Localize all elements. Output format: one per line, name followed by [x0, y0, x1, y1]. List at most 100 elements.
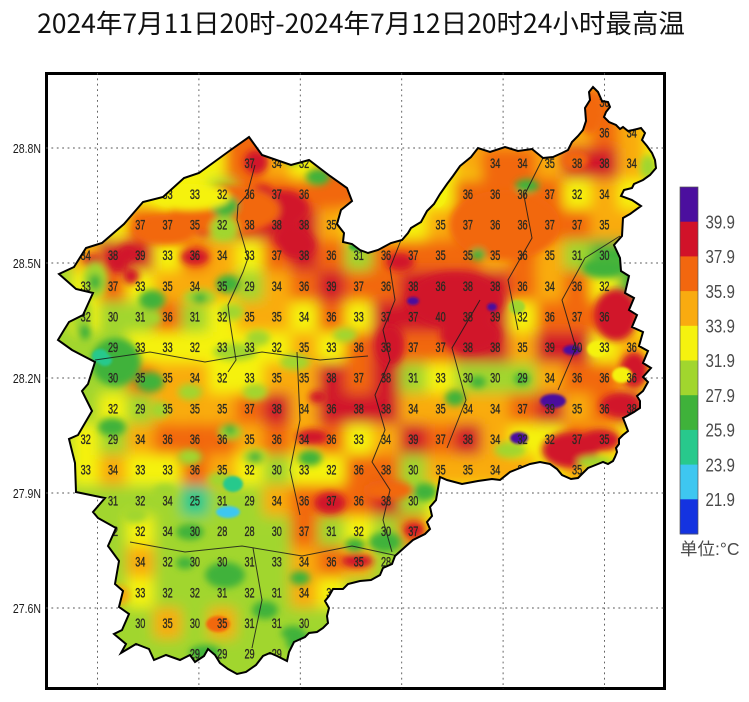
- svg-text:35: 35: [244, 311, 254, 325]
- svg-text:36: 36: [354, 495, 364, 509]
- svg-text:31: 31: [272, 617, 282, 631]
- svg-text:32: 32: [135, 525, 145, 539]
- svg-text:30: 30: [299, 617, 309, 631]
- svg-text:36: 36: [190, 250, 200, 264]
- svg-text:25: 25: [190, 495, 200, 509]
- svg-text:33: 33: [244, 372, 254, 386]
- svg-text:33: 33: [217, 342, 227, 356]
- svg-text:34: 34: [545, 280, 556, 294]
- svg-text:33: 33: [599, 342, 609, 356]
- svg-text:36: 36: [326, 311, 336, 325]
- svg-text:37: 37: [436, 342, 446, 356]
- svg-text:34: 34: [299, 556, 310, 570]
- svg-text:32: 32: [135, 495, 145, 509]
- svg-text:37: 37: [244, 158, 254, 172]
- svg-text:33: 33: [436, 372, 446, 386]
- svg-text:38: 38: [463, 311, 473, 325]
- svg-text:30: 30: [217, 556, 227, 570]
- svg-text:33: 33: [163, 464, 173, 478]
- svg-text:34: 34: [163, 495, 174, 509]
- svg-text:32: 32: [354, 525, 364, 539]
- svg-text:33: 33: [272, 556, 282, 570]
- svg-text:37: 37: [408, 342, 418, 356]
- svg-text:28.2N: 28.2N: [13, 371, 41, 386]
- svg-text:30: 30: [490, 372, 500, 386]
- svg-text:27.9N: 27.9N: [13, 486, 41, 501]
- svg-text:35: 35: [163, 280, 173, 294]
- svg-text:36: 36: [326, 556, 336, 570]
- svg-text:36: 36: [463, 188, 473, 202]
- svg-text:30: 30: [599, 250, 609, 264]
- svg-text:36: 36: [163, 434, 173, 448]
- svg-text:37.9: 37.9: [706, 247, 735, 268]
- svg-text:32: 32: [599, 280, 609, 294]
- svg-text:30: 30: [190, 525, 200, 539]
- svg-text:35: 35: [244, 434, 254, 448]
- svg-text:37: 37: [545, 188, 555, 202]
- svg-text:33: 33: [135, 280, 145, 294]
- svg-text:32: 32: [244, 587, 254, 601]
- svg-text:38: 38: [299, 219, 309, 233]
- svg-text:37: 37: [436, 434, 446, 448]
- svg-text:34: 34: [299, 403, 310, 417]
- svg-text:31: 31: [244, 617, 254, 631]
- svg-text:36: 36: [517, 219, 527, 233]
- svg-text:36: 36: [599, 127, 609, 141]
- svg-text:31: 31: [408, 372, 418, 386]
- svg-text:38: 38: [299, 250, 309, 264]
- svg-text:34: 34: [627, 127, 638, 141]
- svg-text:34: 34: [190, 280, 201, 294]
- svg-text:31: 31: [326, 525, 336, 539]
- svg-text:36: 36: [163, 311, 173, 325]
- svg-text:36: 36: [354, 342, 364, 356]
- svg-text:36: 36: [299, 280, 309, 294]
- svg-text:34: 34: [463, 403, 474, 417]
- svg-text:33: 33: [163, 250, 173, 264]
- svg-text:28: 28: [217, 525, 227, 539]
- svg-text:35: 35: [299, 342, 309, 356]
- svg-text:31: 31: [217, 587, 227, 601]
- svg-text:35: 35: [436, 403, 446, 417]
- svg-text:34: 34: [627, 158, 638, 172]
- svg-text:32: 32: [272, 342, 282, 356]
- svg-text:37: 37: [517, 403, 527, 417]
- svg-text:35: 35: [190, 219, 200, 233]
- svg-text:36: 36: [627, 342, 637, 356]
- svg-text:35: 35: [599, 219, 609, 233]
- svg-text:35: 35: [135, 372, 145, 386]
- svg-text:37: 37: [326, 495, 336, 509]
- svg-text:32: 32: [81, 311, 91, 325]
- svg-text:37: 37: [299, 525, 309, 539]
- svg-text:36: 36: [517, 188, 527, 202]
- svg-text:33: 33: [163, 342, 173, 356]
- svg-text:33: 33: [326, 342, 336, 356]
- svg-text:33: 33: [354, 434, 364, 448]
- svg-text:30: 30: [272, 464, 282, 478]
- svg-text:29: 29: [135, 403, 145, 417]
- svg-text:33: 33: [135, 464, 145, 478]
- svg-text:36: 36: [190, 464, 200, 478]
- svg-text:32: 32: [190, 587, 200, 601]
- svg-text:32: 32: [299, 158, 309, 172]
- svg-text:40: 40: [572, 342, 582, 356]
- svg-text:35: 35: [217, 403, 227, 417]
- svg-text:36: 36: [326, 250, 336, 264]
- svg-text:37: 37: [354, 280, 364, 294]
- svg-text:36: 36: [244, 188, 254, 202]
- svg-text:33: 33: [190, 188, 200, 202]
- svg-text:36: 36: [326, 434, 336, 448]
- svg-text:36: 36: [272, 434, 282, 448]
- svg-text:32: 32: [517, 311, 527, 325]
- svg-text:33: 33: [135, 587, 145, 601]
- svg-text:29: 29: [244, 648, 254, 662]
- svg-text:32: 32: [545, 434, 555, 448]
- svg-text:34: 34: [490, 403, 501, 417]
- svg-text:38: 38: [381, 403, 391, 417]
- svg-text:30: 30: [408, 495, 418, 509]
- svg-text:38: 38: [272, 219, 282, 233]
- svg-text:36: 36: [545, 311, 555, 325]
- svg-text:38: 38: [381, 372, 391, 386]
- svg-text:35: 35: [572, 403, 582, 417]
- svg-text:33: 33: [244, 342, 254, 356]
- svg-text:35: 35: [517, 342, 527, 356]
